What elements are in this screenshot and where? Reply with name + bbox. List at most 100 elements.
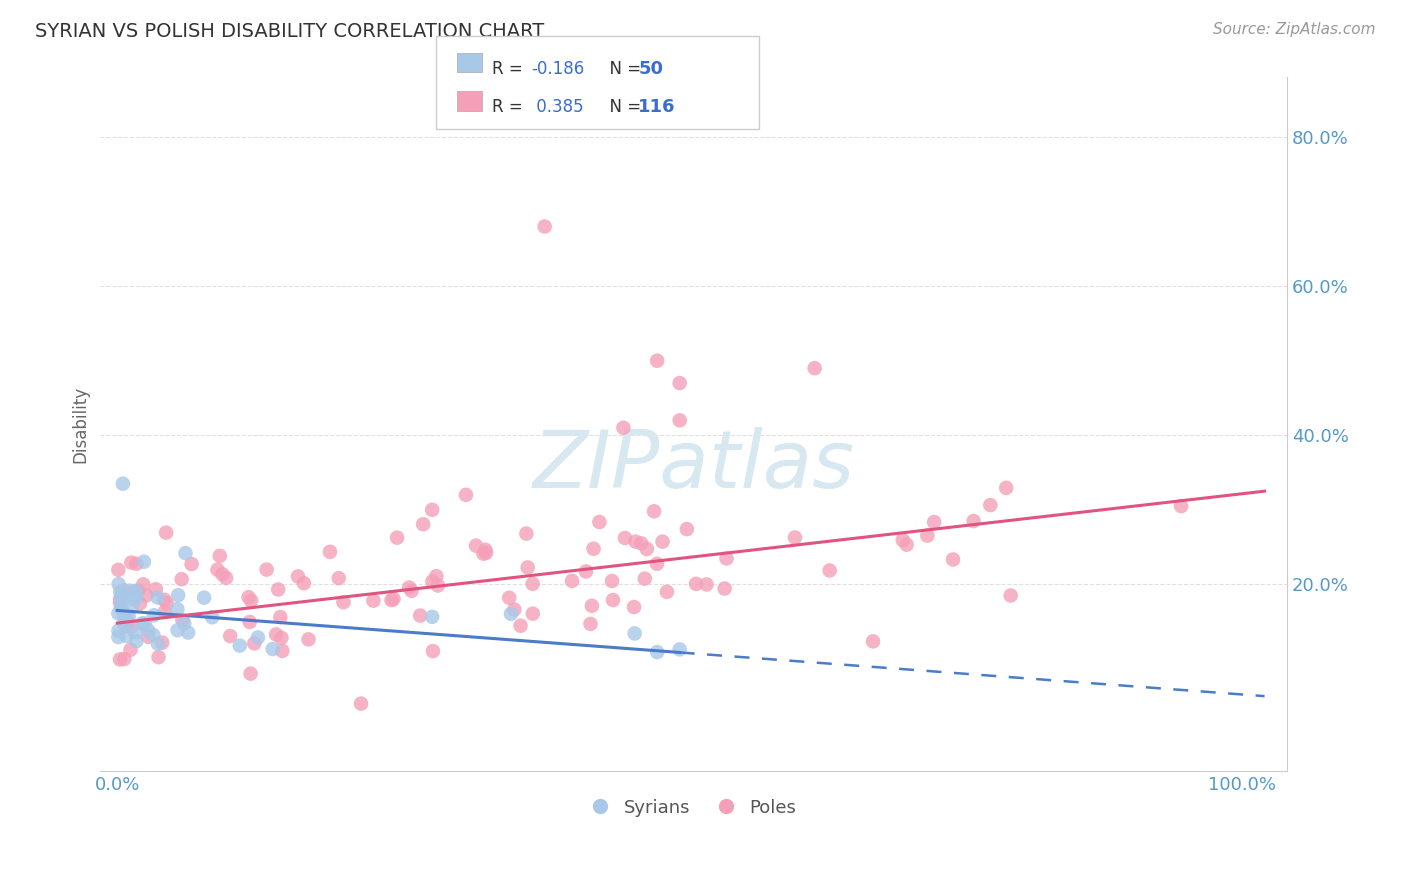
- Point: [136, 630, 159, 644]
- Point: [862, 634, 884, 648]
- Point: [350, 697, 373, 711]
- Point: [624, 534, 647, 549]
- Point: [575, 565, 598, 579]
- Point: [515, 526, 537, 541]
- Point: [332, 595, 354, 609]
- Point: [118, 609, 141, 624]
- Point: [118, 583, 141, 598]
- Point: [645, 645, 668, 659]
- Point: [533, 219, 555, 234]
- Point: [127, 583, 149, 598]
- Point: [145, 582, 167, 597]
- Point: [115, 619, 138, 633]
- Point: [600, 574, 623, 588]
- Point: [270, 631, 292, 645]
- Point: [112, 608, 135, 623]
- Point: [114, 589, 136, 603]
- Point: [582, 541, 605, 556]
- Point: [328, 571, 350, 585]
- Text: N =: N =: [599, 60, 647, 78]
- Text: R =: R =: [492, 60, 529, 78]
- Point: [134, 616, 156, 631]
- Point: [129, 596, 152, 610]
- Point: [108, 652, 131, 666]
- Point: [120, 556, 142, 570]
- Point: [153, 592, 176, 607]
- Point: [891, 533, 914, 548]
- Point: [135, 588, 157, 602]
- Point: [498, 591, 520, 605]
- Point: [643, 504, 665, 518]
- Point: [818, 564, 841, 578]
- Point: [420, 610, 443, 624]
- Point: [412, 517, 434, 532]
- Point: [634, 572, 657, 586]
- Point: [783, 531, 806, 545]
- Point: [115, 629, 138, 643]
- Point: [685, 577, 707, 591]
- Point: [516, 560, 538, 574]
- Point: [264, 627, 287, 641]
- Point: [111, 590, 134, 604]
- Point: [125, 634, 148, 648]
- Legend: Syrians, Poles: Syrians, Poles: [583, 791, 804, 824]
- Point: [581, 599, 603, 613]
- Point: [623, 626, 645, 640]
- Point: [922, 515, 945, 529]
- Point: [522, 607, 544, 621]
- Point: [112, 616, 135, 631]
- Point: [177, 625, 200, 640]
- Point: [503, 602, 526, 616]
- Text: -0.186: -0.186: [531, 60, 585, 78]
- Point: [465, 539, 488, 553]
- Point: [269, 610, 291, 624]
- Point: [112, 652, 135, 666]
- Point: [422, 644, 444, 658]
- Point: [602, 593, 624, 607]
- Point: [121, 619, 143, 633]
- Text: 0.385: 0.385: [531, 98, 583, 116]
- Point: [108, 591, 131, 606]
- Point: [475, 546, 498, 560]
- Point: [995, 481, 1018, 495]
- Point: [121, 591, 143, 606]
- Point: [146, 591, 169, 605]
- Point: [243, 636, 266, 650]
- Point: [155, 525, 177, 540]
- Point: [207, 563, 229, 577]
- Point: [262, 642, 284, 657]
- Point: [211, 567, 233, 582]
- Point: [143, 608, 166, 623]
- Point: [668, 413, 690, 427]
- Point: [382, 591, 405, 606]
- Point: [215, 571, 238, 585]
- Y-axis label: Disability: Disability: [72, 385, 89, 463]
- Point: [115, 613, 138, 627]
- Point: [319, 545, 342, 559]
- Point: [561, 574, 583, 588]
- Point: [173, 616, 195, 631]
- Point: [107, 624, 129, 638]
- Text: 50: 50: [638, 60, 664, 78]
- Text: ZIPatlas: ZIPatlas: [533, 426, 855, 505]
- Point: [246, 631, 269, 645]
- Point: [174, 546, 197, 560]
- Point: [180, 557, 202, 571]
- Point: [153, 605, 176, 619]
- Point: [132, 577, 155, 591]
- Point: [125, 557, 148, 571]
- Point: [655, 585, 678, 599]
- Point: [166, 624, 188, 638]
- Point: [425, 569, 447, 583]
- Point: [193, 591, 215, 605]
- Point: [630, 536, 652, 550]
- Point: [896, 538, 918, 552]
- Point: [142, 628, 165, 642]
- Text: N =: N =: [599, 98, 647, 116]
- Point: [363, 593, 385, 607]
- Point: [256, 563, 278, 577]
- Point: [696, 577, 718, 591]
- Point: [112, 583, 135, 598]
- Point: [426, 578, 449, 592]
- Point: [111, 476, 134, 491]
